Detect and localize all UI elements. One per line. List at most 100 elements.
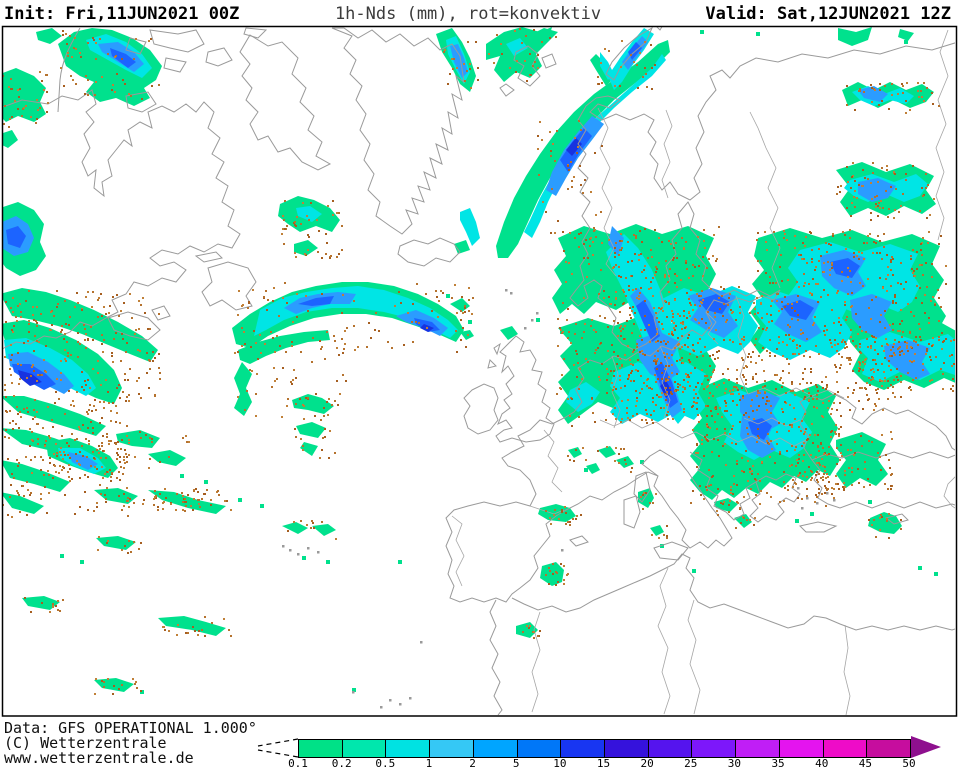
speckle-dot <box>614 407 616 409</box>
speckle-dot <box>906 342 908 344</box>
speckle-dot <box>824 470 826 472</box>
speckle-dot <box>836 409 838 411</box>
precip-shape <box>516 622 538 638</box>
speckle-dot <box>867 178 869 180</box>
speckle-dot <box>636 413 638 415</box>
speckle-dot <box>794 247 796 249</box>
speckle-dot <box>636 343 638 345</box>
speckle-dot <box>18 462 20 464</box>
speckle-dot <box>251 370 253 372</box>
speckle-dot <box>718 384 720 386</box>
coastline-path <box>194 251 223 263</box>
speckle-dot <box>862 408 864 410</box>
speckle-dot <box>739 399 741 401</box>
speckle-dot <box>17 492 19 494</box>
speckle-dot <box>668 376 670 378</box>
speckle-dot <box>22 485 24 487</box>
speckle-dot <box>106 433 108 435</box>
speckle-dot <box>729 500 731 502</box>
speckle-dot <box>746 519 748 521</box>
speckle-dot <box>70 75 72 77</box>
speckle-dot <box>116 452 118 454</box>
speckle-dot <box>593 227 595 229</box>
speckle-dot <box>674 273 676 275</box>
speckle-dot <box>69 316 71 318</box>
speckle-dot <box>663 352 665 354</box>
speckle-dot <box>135 681 137 683</box>
speckle-dot <box>802 378 804 380</box>
speckle-dot <box>274 351 276 353</box>
speckle-dot <box>77 302 79 304</box>
speckle-dot <box>927 184 929 186</box>
speckle-dot <box>100 457 102 459</box>
speckle-dot <box>718 226 720 228</box>
speckle-dot <box>812 278 814 280</box>
speckle-dot <box>329 257 331 259</box>
speckle-dot <box>666 525 668 527</box>
speckle-dot <box>909 331 911 333</box>
speckle-dot <box>302 449 304 451</box>
speckle-dot <box>146 352 148 354</box>
precip-shape <box>296 422 326 438</box>
speckle-dot <box>762 397 764 399</box>
speckle-dot <box>879 83 881 85</box>
speckle-dot <box>806 382 808 384</box>
speckle-dot <box>865 331 867 333</box>
coastline-path <box>749 473 801 523</box>
speckle-dot <box>757 473 759 475</box>
speckle-dot <box>905 100 907 102</box>
speckle-dot <box>873 371 875 373</box>
precip-shape <box>836 432 888 488</box>
island-dot <box>524 327 527 330</box>
speckle-dot <box>751 399 753 401</box>
speckle-dot <box>631 310 633 312</box>
speckle-dot <box>95 42 97 44</box>
island-dot <box>505 289 508 292</box>
speckle-dot <box>338 212 340 214</box>
speckle-dot <box>628 285 630 287</box>
speckle-dot <box>808 392 810 394</box>
speckle-dot <box>16 459 18 461</box>
speckle-dot <box>116 73 118 75</box>
speckle-dot <box>838 428 840 430</box>
speckle-dot <box>647 378 649 380</box>
island-dot <box>833 499 836 502</box>
speckle-dot <box>647 257 649 259</box>
speckle-dot <box>562 302 564 304</box>
speckle-dot <box>218 494 220 496</box>
speckle-dot <box>451 297 453 299</box>
precip-dot <box>80 560 84 564</box>
speckle-dot <box>538 174 540 176</box>
speckle-dot <box>565 523 567 525</box>
speckle-dot <box>844 341 846 343</box>
speckle-dot <box>560 388 562 390</box>
speckle-dot <box>621 365 623 367</box>
speckle-dot <box>86 411 88 413</box>
speckle-dot <box>854 206 856 208</box>
speckle-dot <box>628 376 630 378</box>
speckle-dot <box>342 352 344 354</box>
speckle-dot <box>291 383 293 385</box>
speckle-dot <box>770 440 772 442</box>
speckle-dot <box>851 292 853 294</box>
speckle-dot <box>81 371 83 373</box>
speckle-dot <box>846 207 848 209</box>
speckle-dot <box>724 428 726 430</box>
speckle-dot <box>16 406 18 408</box>
speckle-dot <box>765 329 767 331</box>
speckle-dot <box>714 316 716 318</box>
speckle-dot <box>137 349 139 351</box>
speckle-dot <box>25 300 27 302</box>
speckle-dot <box>469 68 471 70</box>
speckle-dot <box>823 453 825 455</box>
speckle-dot <box>283 219 285 221</box>
speckle-dot <box>654 274 656 276</box>
speckle-dot <box>849 229 851 231</box>
speckle-dot <box>747 460 749 462</box>
speckle-dot <box>952 378 954 380</box>
speckle-dot <box>892 302 894 304</box>
speckle-dot <box>749 471 751 473</box>
speckle-dot <box>836 463 838 465</box>
speckle-dot <box>41 602 43 604</box>
